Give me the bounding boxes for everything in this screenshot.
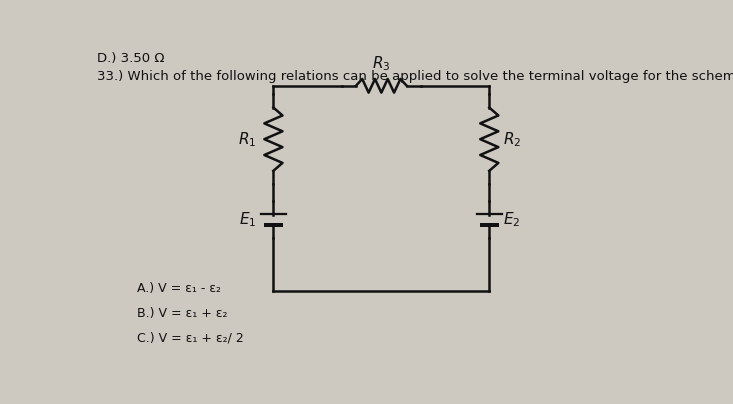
Text: D.) 3.50 Ω: D.) 3.50 Ω: [97, 52, 165, 65]
Text: $R_3$: $R_3$: [372, 55, 391, 74]
Text: C.) V = ε₁ + ε₂/ 2: C.) V = ε₁ + ε₂/ 2: [137, 332, 244, 345]
Text: A.) V = ε₁ - ε₂: A.) V = ε₁ - ε₂: [137, 282, 221, 295]
Text: $R_1$: $R_1$: [238, 130, 257, 149]
Text: $R_2$: $R_2$: [504, 130, 522, 149]
Text: $E_2$: $E_2$: [504, 210, 520, 229]
Text: 33.) Which of the following relations can be applied to solve the terminal volta: 33.) Which of the following relations ca…: [97, 70, 733, 83]
Text: B.) V = ε₁ + ε₂: B.) V = ε₁ + ε₂: [137, 307, 227, 320]
Text: $E_1$: $E_1$: [239, 210, 257, 229]
